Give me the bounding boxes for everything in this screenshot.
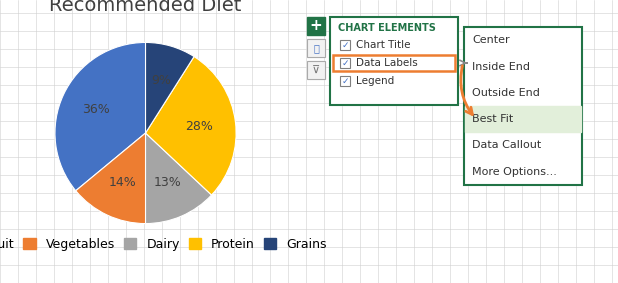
Bar — [330, 17, 458, 105]
Text: ✓: ✓ — [341, 59, 349, 68]
Text: 9%: 9% — [151, 74, 171, 87]
Bar — [333, 55, 455, 71]
Wedge shape — [146, 133, 211, 224]
Text: +: + — [310, 18, 323, 33]
Text: 28%: 28% — [185, 120, 213, 133]
Text: ✓: ✓ — [341, 76, 349, 85]
Legend: Fruit, Vegetables, Dairy, Protein, Grains: Fruit, Vegetables, Dairy, Protein, Grain… — [0, 233, 331, 256]
Bar — [465, 106, 581, 132]
Bar — [340, 40, 350, 50]
Text: ⊽: ⊽ — [312, 65, 320, 75]
Bar — [340, 58, 350, 68]
Bar — [307, 17, 325, 35]
Bar — [307, 61, 325, 79]
Bar — [464, 27, 582, 185]
Text: More Options...: More Options... — [472, 167, 557, 177]
Bar — [464, 27, 582, 185]
Text: Outside End: Outside End — [472, 88, 540, 98]
Bar — [307, 61, 325, 79]
Bar — [330, 17, 458, 105]
Text: Inside End: Inside End — [472, 61, 530, 72]
Bar — [340, 40, 350, 50]
Text: Chart Title: Chart Title — [356, 40, 410, 50]
Text: 🖌: 🖌 — [313, 43, 319, 53]
Text: CHART ELEMENTS: CHART ELEMENTS — [338, 23, 436, 33]
Text: Legend: Legend — [356, 76, 394, 86]
Bar — [340, 58, 350, 68]
Wedge shape — [146, 57, 236, 195]
Bar — [340, 76, 350, 86]
Wedge shape — [146, 42, 194, 133]
Text: Data Callout: Data Callout — [472, 140, 541, 151]
Bar — [307, 39, 325, 57]
Text: ✓: ✓ — [341, 40, 349, 50]
Wedge shape — [76, 133, 146, 224]
Bar — [333, 55, 455, 71]
Text: 13%: 13% — [153, 176, 181, 189]
Text: 14%: 14% — [109, 176, 137, 189]
Title: Recommended Diet: Recommended Diet — [49, 0, 242, 16]
Text: Data Labels: Data Labels — [356, 58, 418, 68]
Text: Best Fit: Best Fit — [472, 114, 514, 124]
Text: Center: Center — [472, 35, 510, 45]
Bar — [307, 39, 325, 57]
Wedge shape — [55, 42, 146, 191]
Bar — [340, 76, 350, 86]
FancyArrowPatch shape — [461, 66, 472, 115]
Text: 36%: 36% — [82, 103, 110, 116]
